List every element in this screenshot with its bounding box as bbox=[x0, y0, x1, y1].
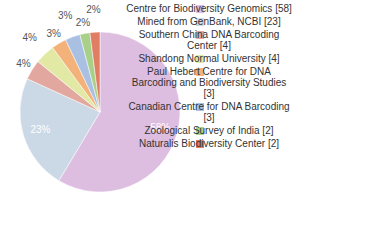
svg-text:3%: 3% bbox=[58, 10, 73, 21]
svg-text:Naturalis Biodiversity Center: Naturalis Biodiversity Center [2] bbox=[139, 138, 279, 149]
svg-text:2%: 2% bbox=[86, 4, 101, 15]
svg-text:Centre for Biodiversity Genomi: Centre for Biodiversity Genomics [58] bbox=[126, 3, 292, 14]
svg-text:3%: 3% bbox=[47, 28, 62, 39]
svg-text:4%: 4% bbox=[22, 32, 37, 43]
svg-text:Mined from GenBank, NCBI [23]: Mined from GenBank, NCBI [23] bbox=[137, 16, 281, 27]
svg-text:Canadian Centre for DNA Barcod: Canadian Centre for DNA Barcoding[3] bbox=[128, 101, 289, 123]
svg-text:23%: 23% bbox=[30, 124, 50, 135]
svg-text:2%: 2% bbox=[76, 17, 91, 28]
svg-text:4%: 4% bbox=[16, 58, 31, 69]
svg-text:Zoological Survey of India [2]: Zoological Survey of India [2] bbox=[145, 125, 274, 136]
svg-text:Shandong Normal University [4]: Shandong Normal University [4] bbox=[138, 53, 279, 64]
svg-text:Southern China DNA BarcodingCe: Southern China DNA BarcodingCenter [4] bbox=[139, 29, 280, 51]
svg-text:Paul Hebert Centre for DNABarc: Paul Hebert Centre for DNABarcoding and … bbox=[132, 66, 287, 99]
